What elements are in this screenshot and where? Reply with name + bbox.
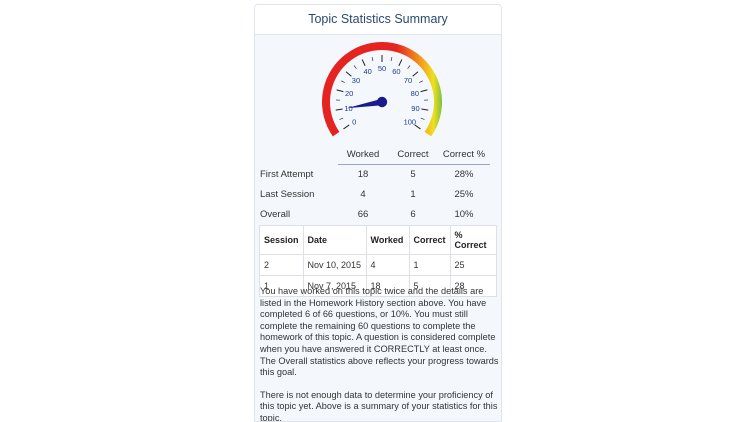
stats-correct-pct: 10% [454,209,474,220]
stats-table: Worked Correct Correct % First Attempt 1… [259,145,499,225]
gauge-tick [421,108,429,111]
stats-header-worked: Worked [346,149,380,160]
gauge-tick-label: 10 [344,104,352,113]
stats-row-last-session: Last Session 4 1 25% [259,185,499,205]
table-row: 2 Nov 10, 2015 4 1 25 [259,254,498,276]
session-worked: 4 [365,254,410,276]
gauge-tick [336,89,344,93]
session-number: 2 [259,254,304,276]
gauge-minor-tick [341,80,345,83]
gauge-tick-label: 90 [411,104,419,113]
gauge-minor-tick [419,80,423,83]
gauge-tick-label: 80 [411,89,419,98]
gauge-tick [361,59,366,66]
session-correct: 1 [408,254,451,276]
session-header-worked: Worked [365,225,410,255]
gauge-minor-tick [339,117,344,120]
gauge-tick [335,108,343,111]
gauge-minor-tick [420,117,425,120]
gauge-tick-label: 30 [352,76,360,85]
stats-correct-pct: 25% [454,189,474,200]
stats-header-correct-pct: Correct % [442,149,486,160]
stats-correct: 1 [410,189,416,200]
stats-correct-pct: 28% [454,169,474,180]
session-correct: 5 [408,275,451,297]
stats-header-row: Worked Correct Correct % [259,145,499,165]
gauge-minor-tick [353,65,357,69]
stats-correct: 5 [410,169,416,180]
table-row: 1 Nov 7, 2015 18 5 28 [259,275,498,297]
gauge-tick-label: 0 [352,118,356,127]
gauge-tick-label: 40 [363,67,371,76]
gauge-tick [420,89,428,93]
session-pct-correct: 28 [449,275,498,297]
gauge-minor-tick [371,57,374,62]
session-header-row: Session Date Worked Correct % Correct [259,225,498,255]
gauge-tick [345,71,352,77]
stats-header-correct: Correct [397,149,429,160]
session-history-table: Session Date Worked Correct % Correct 2 … [259,225,498,297]
stats-correct: 6 [410,209,416,220]
stats-row-label: Overall [260,209,291,220]
stats-row-label: Last Session [260,189,315,200]
session-header-date: Date [302,225,367,255]
session-header-session: Session [259,225,304,255]
gauge-needle-hub [376,96,388,108]
session-date: Nov 10, 2015 [302,254,367,276]
gauge-tick [398,59,403,66]
summary-paragraph-progress: You have worked on this topic twice and … [260,286,499,378]
gauge-tick [414,124,421,130]
gauge-arc [322,42,442,137]
gauge-band [322,42,442,137]
stats-row-label: First Attempt [260,169,314,180]
stats-worked: 66 [357,209,369,220]
gauge-needle-pointer [346,98,383,109]
gauge-tick-label: 70 [404,76,412,85]
stats-row-overall: Overall 66 6 10% [259,205,499,225]
gauge-needle [346,96,388,109]
panel-title: Topic Statistics Summary [255,5,501,35]
gauge-tick [412,71,419,77]
gauge-tick [343,124,350,130]
session-header-correct: Correct [408,225,451,255]
summary-text: You have worked on this topic twice and … [260,286,500,422]
stats-header-divider [338,164,490,165]
gauge-tick-label: 50 [378,64,386,73]
session-pct-correct: 25 [449,254,498,276]
gauge-ticks [335,55,429,130]
stats-worked: 18 [357,169,369,180]
gauge-tick-label: 60 [392,67,400,76]
gauge-tick-label: 100 [404,118,417,127]
stats-worked: 4 [360,189,366,200]
session-header-pct-correct: % Correct [449,225,498,255]
topic-statistics-panel: Topic Statistics Summary 0 10 20 30 40 50 60 70… [254,4,502,422]
gauge-minor-tick [390,57,393,62]
gauge-tick-label: 20 [345,89,353,98]
stats-row-first-attempt: First Attempt 18 5 28% [259,165,499,185]
gauge-minor-tick [407,65,411,69]
summary-paragraph-proficiency: There is not enough data to determine yo… [260,389,498,422]
